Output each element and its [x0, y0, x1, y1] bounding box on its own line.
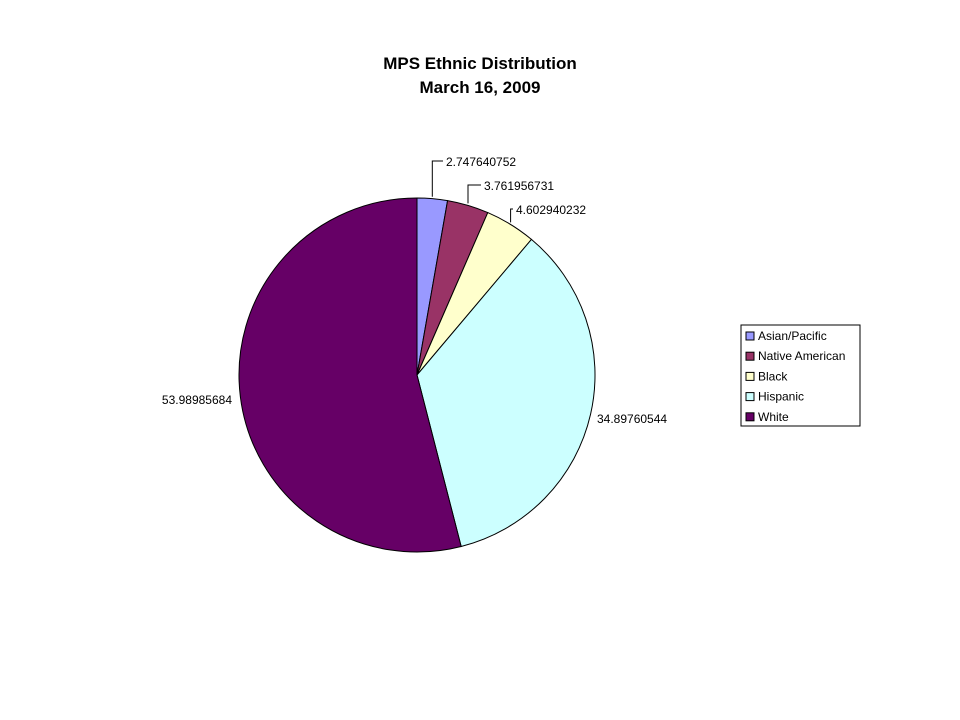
data-label: 2.747640752 — [446, 155, 516, 169]
data-label: 34.89760544 — [597, 412, 667, 426]
chart-title: MPS Ethnic Distribution — [383, 54, 577, 73]
data-label: 4.602940232 — [516, 203, 586, 217]
data-label: 3.761956731 — [484, 179, 554, 193]
leader-lines — [431, 160, 513, 223]
legend-swatch — [745, 412, 755, 422]
legend-label: Hispanic — [758, 390, 804, 404]
pie-slices — [238, 197, 596, 553]
chart-subtitle: March 16, 2009 — [420, 78, 541, 97]
legend-label: Asian/Pacific — [758, 329, 827, 343]
legend-label: Black — [758, 369, 788, 383]
leader-line — [510, 208, 513, 223]
legend-swatch — [745, 331, 755, 341]
pie-slice-white — [238, 197, 462, 553]
legend-label: White — [758, 410, 789, 424]
pie-slice-hispanic — [416, 238, 596, 548]
leader-line — [467, 184, 481, 204]
legend-swatch — [745, 351, 755, 361]
data-label: 53.98985684 — [162, 393, 232, 407]
leader-line — [431, 160, 443, 197]
legend-swatch — [745, 371, 755, 381]
legend-swatch — [745, 392, 755, 402]
legend: Asian/Pacific Native American Black Hispani… — [740, 324, 861, 427]
legend-label: Native American — [758, 349, 845, 363]
legend-box — [740, 324, 861, 427]
data-labels: 2.747640752 3.761956731 4.602940232 34.8976… — [162, 155, 667, 426]
